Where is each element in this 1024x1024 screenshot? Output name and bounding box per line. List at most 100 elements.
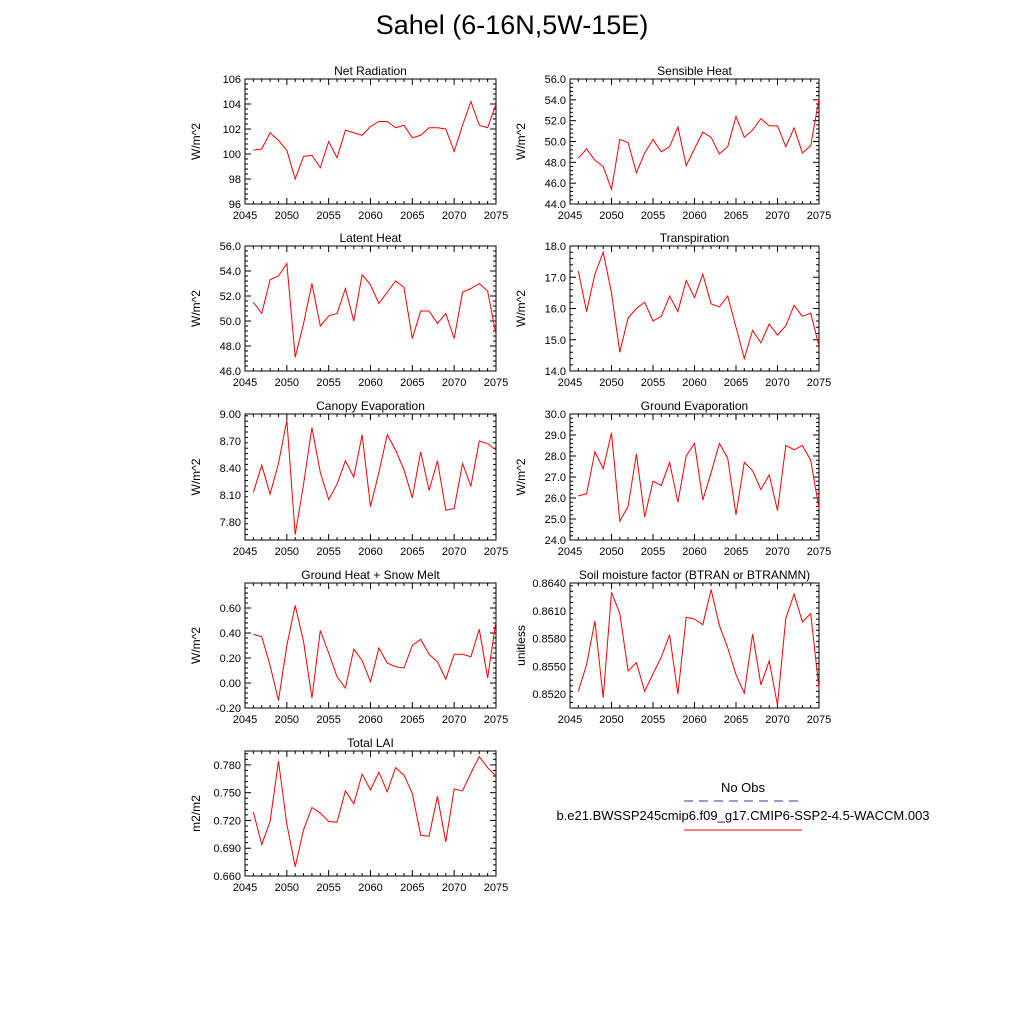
x-tick-label: 2045 — [233, 882, 257, 894]
x-tick-label: 2050 — [275, 714, 299, 726]
x-tick-label: 2055 — [641, 210, 665, 222]
panel-title: Transpiration — [660, 231, 730, 245]
y-tick-label: 0.40 — [220, 628, 241, 640]
y-tick-label: 0.8550 — [532, 661, 566, 673]
panel-title: Ground Heat + Snow Melt — [301, 568, 440, 582]
x-tick-label: 2050 — [275, 210, 299, 222]
panel-title: Latent Heat — [339, 231, 402, 245]
y-tick-label: 0.8520 — [532, 689, 566, 701]
x-tick-label: 2055 — [641, 377, 665, 389]
y-tick-label: 16.0 — [545, 304, 566, 316]
y-axis-label: unitless — [514, 625, 528, 666]
x-tick-label: 2075 — [484, 210, 508, 222]
y-axis-label: W/m^2 — [189, 458, 203, 495]
x-tick-label: 2055 — [641, 714, 665, 726]
y-tick-label: 8.10 — [220, 490, 241, 502]
panel-title: Canopy Evaporation — [316, 399, 425, 413]
y-tick-label: 28.0 — [545, 451, 566, 463]
x-tick-label: 2075 — [807, 210, 831, 222]
x-tick-label: 2070 — [442, 546, 466, 558]
series-line — [577, 98, 820, 192]
y-tick-label: 52.0 — [545, 116, 566, 128]
panel-6: Ground Heat + Snow Melt W/m^2 2045 2050 2055… — [189, 568, 508, 726]
x-tick-label: 2045 — [233, 714, 257, 726]
y-tick-label: 24.0 — [545, 535, 566, 547]
x-tick-label: 2045 — [558, 210, 582, 222]
panel-8: Total LAI m2/m2 2045 2050 2055 2060 2065 2070 20… — [189, 736, 508, 894]
x-tick-label: 2075 — [484, 714, 508, 726]
y-tick-label: 104 — [223, 99, 241, 111]
x-tick-label: 2075 — [807, 714, 831, 726]
y-tick-label: 30.0 — [545, 409, 566, 421]
x-tick-label: 2060 — [682, 714, 706, 726]
x-tick-label: 2055 — [316, 546, 340, 558]
y-axis-label: W/m^2 — [514, 290, 528, 327]
series-line — [578, 432, 820, 523]
series-line — [253, 605, 497, 701]
x-tick-label: 2070 — [765, 377, 789, 389]
x-tick-label: 2070 — [765, 210, 789, 222]
x-tick-label: 2055 — [316, 714, 340, 726]
x-tick-label: 2065 — [400, 377, 424, 389]
y-tick-label: 8.70 — [220, 436, 241, 448]
y-tick-label: 0.780 — [213, 760, 241, 772]
panel-0: Net Radiation W/m^2 2045 2050 2055 2060 2065 20… — [189, 64, 508, 222]
y-axis-label: m2/m2 — [189, 795, 203, 832]
y-tick-label: -0.20 — [216, 703, 241, 715]
x-tick-label: 2060 — [358, 210, 382, 222]
x-tick-label: 2045 — [558, 714, 582, 726]
panel-title: Ground Evaporation — [641, 399, 748, 413]
series-line — [252, 755, 497, 867]
y-tick-label: 54.0 — [545, 95, 566, 107]
y-tick-label: 9.00 — [220, 409, 241, 421]
y-tick-label: 98 — [229, 174, 241, 186]
x-tick-label: 2045 — [233, 377, 257, 389]
y-tick-label: 27.0 — [545, 472, 566, 484]
x-tick-label: 2065 — [724, 377, 748, 389]
y-tick-label: 0.720 — [213, 815, 241, 827]
x-tick-label: 2075 — [484, 377, 508, 389]
x-tick-label: 2065 — [400, 882, 424, 894]
panel-title: Net Radiation — [334, 64, 407, 78]
x-tick-label: 2065 — [724, 546, 748, 558]
y-tick-label: 44.0 — [545, 199, 566, 211]
x-tick-label: 2050 — [599, 714, 623, 726]
x-tick-label: 2060 — [682, 210, 706, 222]
y-tick-label: 29.0 — [545, 430, 566, 442]
y-tick-label: 0.20 — [220, 653, 241, 665]
panel-title: Total LAI — [347, 736, 394, 750]
x-tick-label: 2050 — [275, 882, 299, 894]
y-tick-label: 102 — [223, 124, 241, 136]
x-tick-label: 2060 — [682, 377, 706, 389]
panel-5: Ground Evaporation W/m^2 2045 2050 2055 2060 2… — [514, 399, 831, 558]
x-tick-label: 2050 — [599, 546, 623, 558]
y-tick-label: 56.0 — [220, 241, 241, 253]
x-tick-label: 2065 — [400, 210, 424, 222]
y-tick-label: 0.00 — [220, 678, 241, 690]
x-tick-label: 2075 — [484, 882, 508, 894]
x-tick-label: 2050 — [275, 377, 299, 389]
x-tick-label: 2045 — [233, 546, 257, 558]
y-tick-label: 14.0 — [545, 366, 566, 378]
y-tick-label: 56.0 — [545, 74, 566, 86]
x-tick-label: 2050 — [599, 377, 623, 389]
x-tick-label: 2050 — [599, 210, 623, 222]
x-tick-label: 2075 — [807, 377, 831, 389]
plot-frame — [569, 245, 820, 372]
x-tick-label: 2060 — [358, 882, 382, 894]
y-tick-label: 54.0 — [220, 266, 241, 278]
panel-title: Sensible Heat — [657, 64, 732, 78]
panel-2: Latent Heat W/m^2 2045 2050 2055 2060 2065 2070… — [189, 231, 508, 389]
x-tick-label: 2060 — [682, 546, 706, 558]
y-tick-label: 25.0 — [545, 514, 566, 526]
plot-frame — [244, 413, 497, 541]
y-tick-label: 8.40 — [220, 463, 241, 475]
x-tick-label: 2070 — [442, 377, 466, 389]
x-tick-label: 2065 — [724, 210, 748, 222]
x-tick-label: 2065 — [400, 546, 424, 558]
panel-1: Sensible Heat W/m^2 2045 2050 2055 2060 2065 20… — [514, 64, 831, 222]
y-tick-label: 17.0 — [545, 272, 566, 284]
legend-model-label: b.e21.BWSSP245cmip6.f09_g17.CMIP6-SSP2-4… — [556, 808, 929, 823]
y-axis-label: W/m^2 — [514, 458, 528, 495]
